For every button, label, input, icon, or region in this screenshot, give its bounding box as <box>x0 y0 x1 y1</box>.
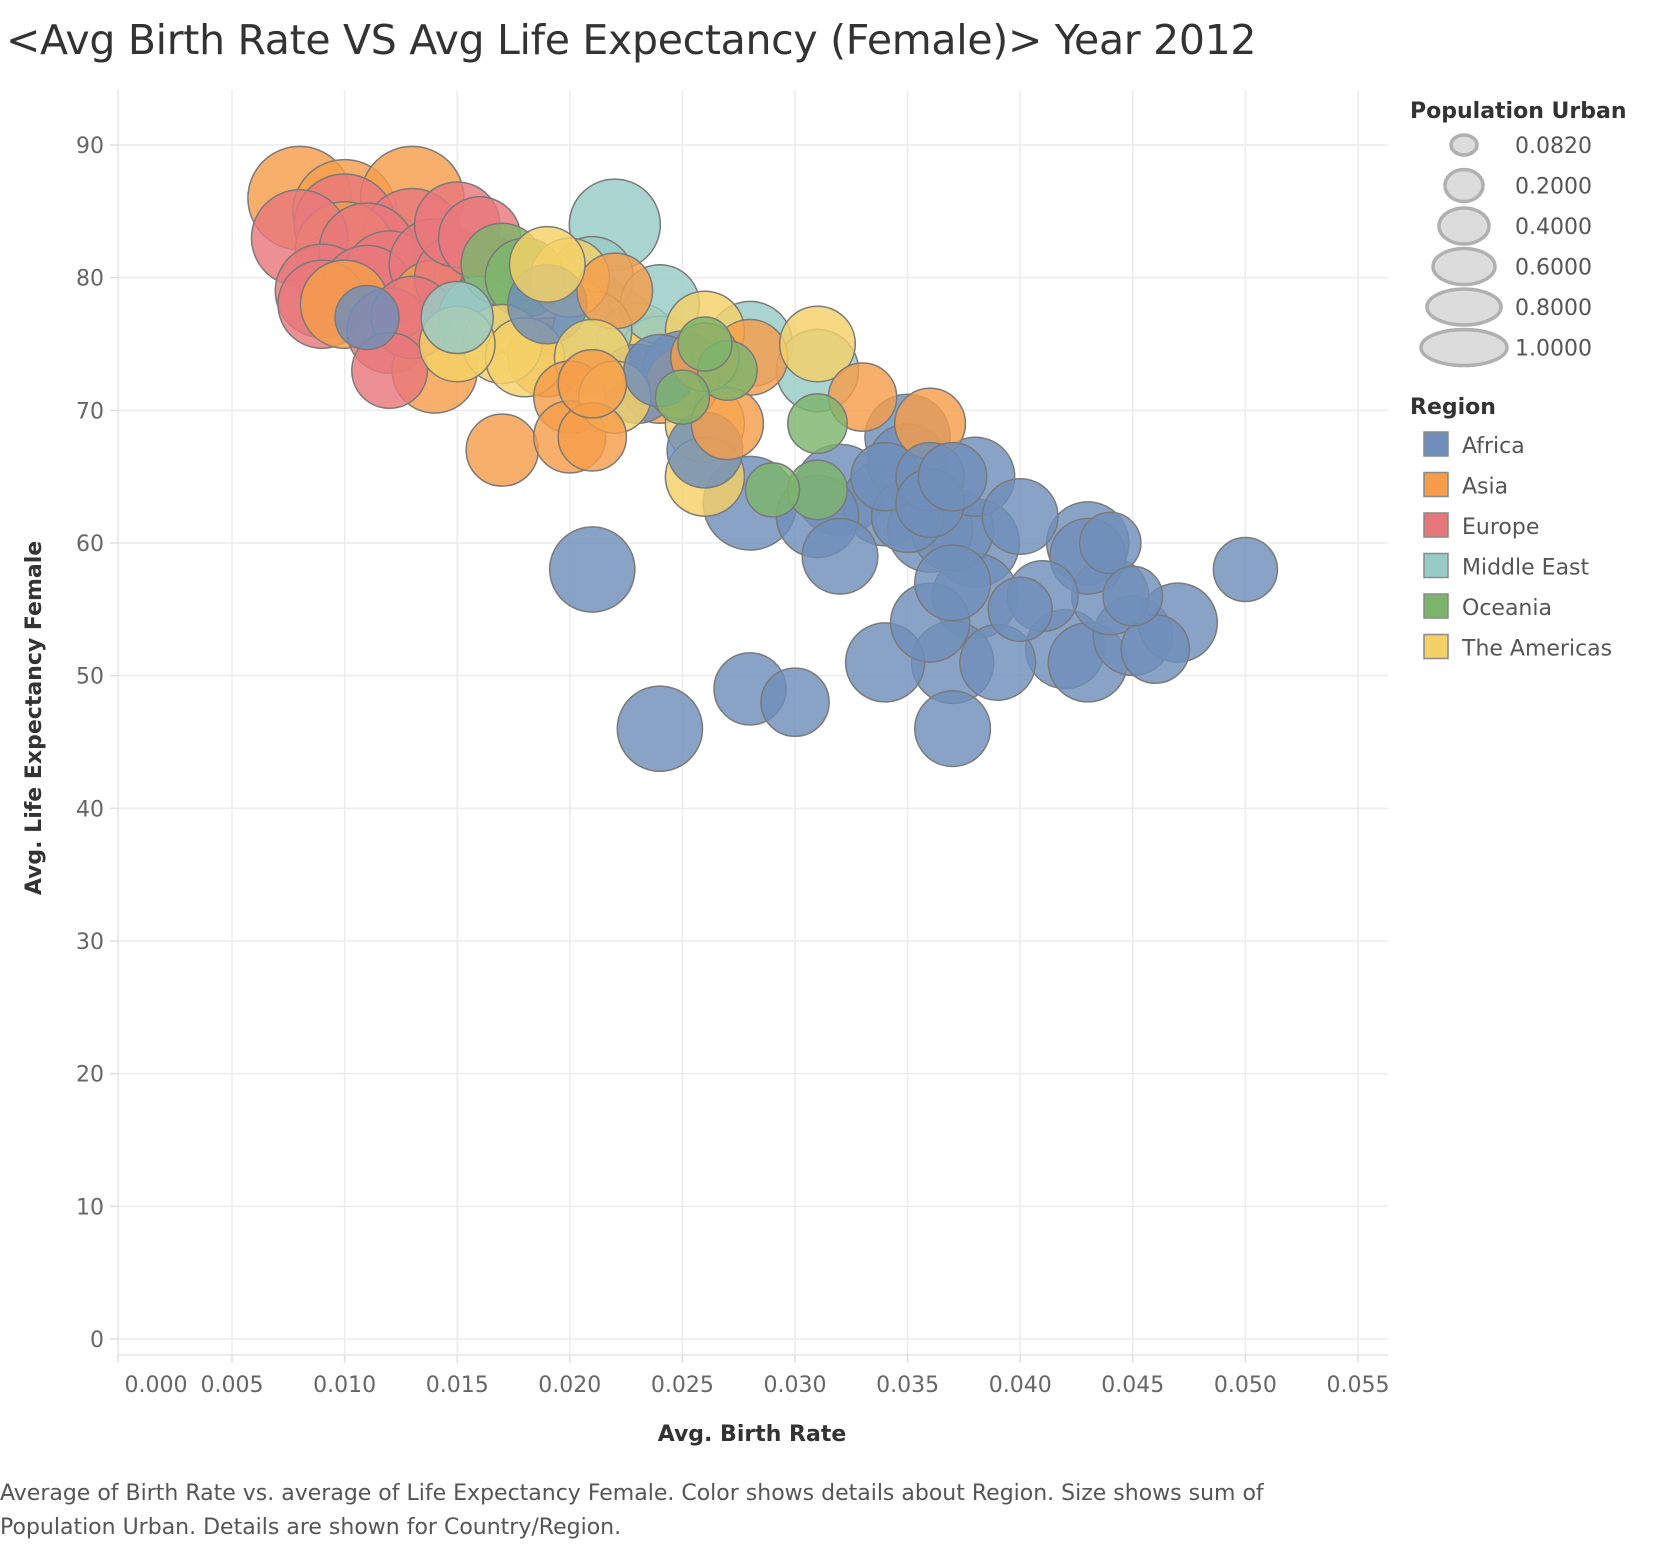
size-legend-label: 0.8000 <box>1515 296 1592 321</box>
size-legend-circle <box>1431 246 1497 287</box>
legend-swatch-africa[interactable] <box>1423 431 1449 457</box>
legend-swatch-europe[interactable] <box>1423 512 1449 538</box>
scatter-chart: 0 10 20 30 40 50 60 70 80 90 0.000 0.005 0.010 0.015 0… <box>22 90 1627 1447</box>
legend-swatch-asia[interactable] <box>1423 471 1449 498</box>
legend-label-asia[interactable]: Asia <box>1462 475 1508 500</box>
x-tick-label: 0.045 <box>1101 1373 1164 1398</box>
x-tick-label: 0.005 <box>201 1373 264 1398</box>
data-point-africa[interactable] <box>917 441 988 512</box>
axis-ticks: 0 10 20 30 40 50 60 70 80 90 0.000 0.005 0.010 0.015 0… <box>76 134 1389 1398</box>
legend-label-africa[interactable]: Africa <box>1462 434 1525 459</box>
data-point-africa[interactable] <box>548 526 636 613</box>
y-tick-label: 20 <box>76 1063 104 1088</box>
legend: Population Urban 0.0820 0.2000 0.4000 0.600… <box>1410 99 1627 662</box>
data-point-africa[interactable] <box>981 477 1059 556</box>
y-tick-label: 90 <box>76 134 104 159</box>
data-point-africa[interactable] <box>1078 511 1142 575</box>
x-tick-label: 0.050 <box>1214 1373 1277 1398</box>
data-point-oceania[interactable] <box>787 393 848 455</box>
legend-swatch-middle-east[interactable] <box>1423 552 1449 579</box>
data-point-oceania[interactable] <box>677 316 733 372</box>
legend-label-the-americas[interactable]: The Americas <box>1461 637 1612 662</box>
x-tick-label: 0.010 <box>313 1373 376 1398</box>
data-point-asia[interactable] <box>557 348 628 419</box>
x-tick-label: 0.055 <box>1327 1373 1390 1398</box>
x-tick-label: 0.035 <box>876 1373 939 1398</box>
chart-title: <Avg Birth Rate VS Avg Life Expectancy (… <box>6 16 1257 64</box>
y-tick-label: 40 <box>76 797 104 822</box>
data-point-the-americas[interactable] <box>778 305 857 383</box>
size-legend-title: Population Urban <box>1410 99 1627 124</box>
y-tick-label: 80 <box>76 267 104 292</box>
y-axis-title: Avg. Life Expectancy Female <box>22 541 47 895</box>
x-axis-title: Avg. Birth Rate <box>658 1422 847 1447</box>
x-tick-label: 0.020 <box>538 1373 601 1398</box>
x-tick-label: 0.030 <box>764 1373 827 1398</box>
data-point-africa[interactable] <box>914 544 992 622</box>
data-point-africa[interactable] <box>987 576 1053 643</box>
size-legend-circle <box>1443 167 1485 204</box>
size-legend-circle <box>1425 287 1503 327</box>
data-point-oceania[interactable] <box>744 462 801 518</box>
data-point-africa[interactable] <box>760 667 830 738</box>
x-tick-label: 0.040 <box>989 1373 1052 1398</box>
data-point-asia[interactable] <box>465 413 539 487</box>
data-point-africa[interactable] <box>616 685 704 773</box>
y-tick-label: 70 <box>76 399 104 424</box>
y-tick-label: 10 <box>76 1195 104 1220</box>
data-point-africa[interactable] <box>1212 536 1279 603</box>
size-legend-label: 1.0000 <box>1515 337 1592 362</box>
size-legend-items: 0.0820 0.2000 0.4000 0.6000 0.8000 1.0000 <box>1419 133 1592 368</box>
size-legend-circle <box>1437 206 1491 246</box>
y-tick-label: 60 <box>76 532 104 557</box>
legend-label-middle-east[interactable]: Middle East <box>1462 556 1590 581</box>
color-legend-items[interactable]: Africa Asia Europe Middle East Oceania The Am… <box>1423 431 1612 662</box>
size-legend-circle <box>1449 133 1479 157</box>
y-tick-label: 30 <box>76 930 104 955</box>
data-points[interactable] <box>247 145 1279 773</box>
legend-swatch-oceania[interactable] <box>1423 593 1449 619</box>
size-legend-label: 0.6000 <box>1515 256 1592 281</box>
y-tick-label: 0 <box>90 1328 104 1353</box>
size-legend-circle <box>1419 327 1509 368</box>
color-legend-title: Region <box>1410 395 1496 420</box>
x-tick-label: 0.000 <box>125 1373 188 1398</box>
x-tick-label: 0.015 <box>426 1373 489 1398</box>
legend-swatch-the-americas[interactable] <box>1423 633 1449 660</box>
data-point-asia[interactable] <box>576 252 654 330</box>
data-point-africa[interactable] <box>914 690 992 768</box>
data-point-oceania[interactable] <box>654 369 711 425</box>
chart-caption: Average of Birth Rate vs. average of Lif… <box>0 1481 1264 1540</box>
data-point-africa[interactable] <box>1102 565 1164 627</box>
y-tick-label: 50 <box>76 665 104 690</box>
x-tick-label: 0.025 <box>651 1373 714 1398</box>
legend-label-oceania[interactable]: Oceania <box>1462 596 1552 621</box>
size-legend-label: 0.0820 <box>1515 134 1592 159</box>
legend-label-europe[interactable]: Europe <box>1462 515 1539 540</box>
data-point-the-americas[interactable] <box>508 225 586 303</box>
data-point-middle-east[interactable] <box>420 280 494 355</box>
size-legend-label: 0.4000 <box>1515 215 1592 240</box>
data-point-africa[interactable] <box>801 517 879 595</box>
data-point-africa[interactable] <box>334 284 400 351</box>
size-legend-label: 0.2000 <box>1515 175 1592 200</box>
